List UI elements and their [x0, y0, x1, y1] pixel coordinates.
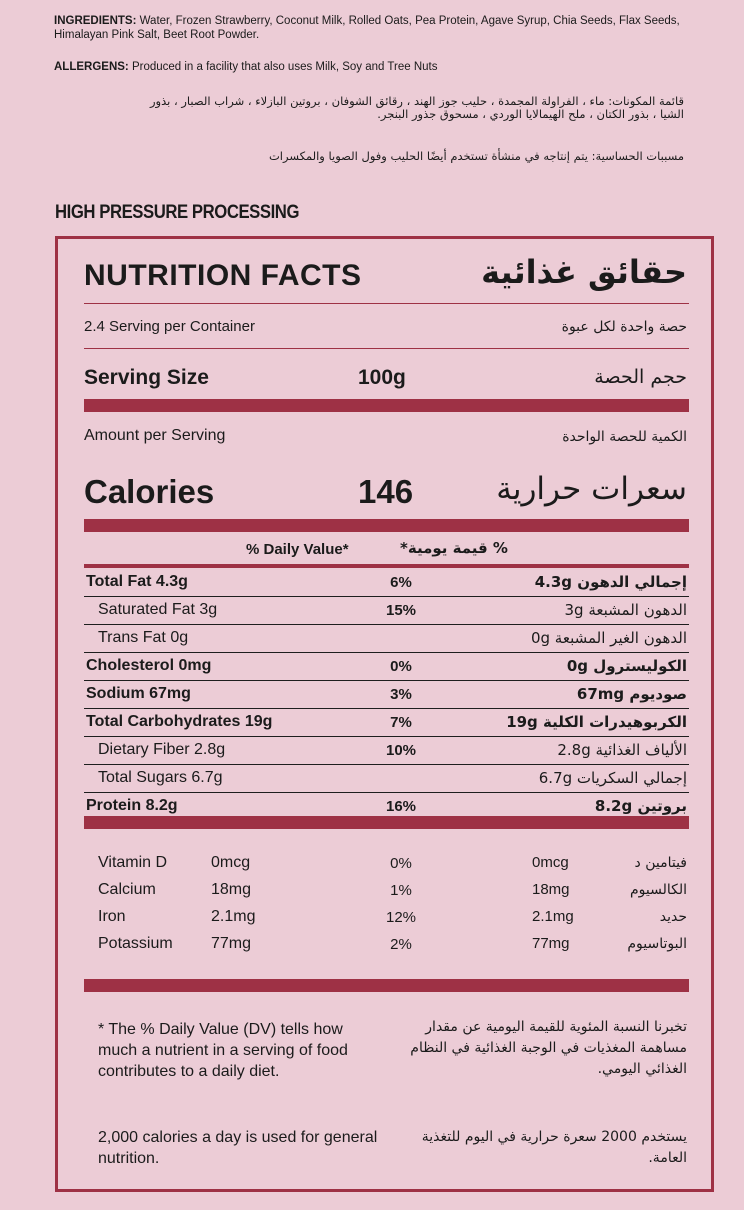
- ingredients-text: INGREDIENTS: Water, Frozen Strawberry, C…: [54, 14, 694, 42]
- row-divider: [84, 708, 689, 709]
- mineral-amount: 77mg: [211, 935, 252, 952]
- nutrient-name: Cholesterol 0mg: [86, 657, 212, 674]
- nutrient-name: Total Carbohydrates 19g: [86, 713, 273, 730]
- nutrition-facts-title: NUTRITION FACTS: [84, 259, 362, 292]
- nutrient-name: Saturated Fat 3g: [98, 601, 218, 618]
- row-divider: [84, 736, 689, 737]
- mineral-amount: 18mg: [211, 881, 252, 898]
- mineral-daily-value: 12%: [385, 909, 417, 926]
- servings-per-container: 2.4 Serving per Container: [84, 318, 255, 335]
- row-divider: [84, 596, 689, 597]
- footnote-calories: 2,000 calories a day is used for general…: [98, 1129, 378, 1167]
- mineral-name: Iron: [98, 908, 126, 925]
- row-divider: [84, 764, 689, 765]
- row-divider: [84, 652, 689, 653]
- mineral-amount-ar: 77mg: [532, 935, 570, 952]
- nutrient-name-ar: الكوليسترول 0g: [566, 657, 687, 675]
- serving-size-value: 100g: [358, 366, 406, 389]
- mineral-amount: 2.1mg: [211, 908, 256, 925]
- divider: [84, 348, 689, 349]
- amount-per-serving-ar: الكمية للحصة الواحدة: [562, 429, 687, 445]
- arabic-ingredients-text: قائمة المكونات: ماء ، الفراولة المجمدة ،…: [149, 94, 684, 121]
- mineral-amount-ar: 0mcg: [532, 854, 569, 871]
- footnote-daily-value: * The % Daily Value (DV) tells how much …: [98, 1021, 348, 1080]
- nutrient-name: Sodium 67mg: [86, 685, 191, 702]
- nutrient-daily-value: 15%: [385, 602, 417, 619]
- mineral-daily-value: 2%: [390, 936, 412, 953]
- nutrient-daily-value: 10%: [385, 742, 417, 759]
- calories-label: Calories: [84, 473, 215, 510]
- mineral-name-ar: حديد: [659, 909, 687, 925]
- nutrient-daily-value: 3%: [390, 686, 412, 703]
- arabic-allergens-text: مسببات الحساسية: يتم إنتاجه في منشأة تست…: [268, 149, 684, 163]
- thick-divider: [84, 979, 689, 992]
- serving-size-label: Serving Size: [84, 366, 209, 389]
- mineral-name: Calcium: [98, 881, 156, 898]
- nutrient-name: Total Fat 4.3g: [86, 573, 188, 590]
- processing-heading: HIGH PRESSURE PROCESSING: [55, 202, 300, 223]
- allergens-list: Produced in a facility that also uses Mi…: [131, 61, 438, 73]
- calories-ar: سعرات حرارية: [496, 471, 687, 507]
- nutrient-name-ar: الألياف الغذائية 2.8g: [557, 741, 687, 759]
- nutrition-facts-title-ar: حقائق غذائية: [481, 253, 687, 291]
- ingredients-label: INGREDIENTS:: [54, 15, 137, 27]
- nutrient-name-ar: الكربوهيدرات الكلية 19g: [506, 713, 687, 731]
- mineral-name-ar: فيتامين د: [634, 855, 687, 871]
- footnote-daily-value-ar: تخبرنا النسبة المئوية للقيمة اليومية عن …: [410, 1019, 687, 1077]
- ingredients-list: Water, Frozen Strawberry, Coconut Milk, …: [54, 15, 680, 41]
- nutrient-name: Total Sugars 6.7g: [98, 769, 223, 786]
- mineral-name: Vitamin D: [98, 854, 168, 871]
- mineral-daily-value: 1%: [390, 882, 412, 899]
- mineral-amount-ar: 18mg: [532, 881, 570, 898]
- nutrient-name-ar: الدهون الغير المشبعة 0g: [530, 629, 687, 647]
- nutrient-name-ar: إجمالي السكريات 6.7g: [538, 769, 687, 787]
- nutrient-name-ar: إجمالي الدهون 4.3g: [534, 573, 687, 591]
- thick-divider: [84, 519, 689, 532]
- nutrient-daily-value: 16%: [385, 798, 417, 815]
- servings-per-container-ar: حصة واحدة لكل عبوة: [561, 319, 687, 335]
- allergens-label: ALLERGENS:: [54, 61, 129, 73]
- footnote-calories-ar: يستخدم 2000 سعرة حرارية في اليوم للتغذية…: [421, 1129, 687, 1166]
- amount-per-serving: Amount per Serving: [84, 427, 226, 444]
- row-divider: [84, 792, 689, 793]
- nutrient-name: Protein 8.2g: [86, 797, 178, 814]
- nutrient-daily-value: 7%: [390, 714, 412, 731]
- allergens-text: ALLERGENS: Produced in a facility that a…: [54, 61, 438, 73]
- serving-size-ar: حجم الحصة: [594, 366, 687, 388]
- nutrient-name-ar: بروتين 8.2g: [594, 797, 687, 815]
- divider: [84, 564, 689, 568]
- row-divider: [84, 624, 689, 625]
- mineral-name-ar: البوتاسيوم: [627, 936, 687, 952]
- calories-value: 146: [358, 473, 414, 510]
- daily-value-header: % Daily Value*: [246, 541, 349, 558]
- thick-divider: [84, 399, 689, 412]
- nutrient-name: Dietary Fiber 2.8g: [98, 741, 226, 758]
- thick-divider: [84, 816, 689, 829]
- divider: [84, 303, 689, 304]
- daily-value-header-ar: % قيمة يومية*: [400, 539, 508, 557]
- row-divider: [84, 680, 689, 681]
- mineral-daily-value: 0%: [390, 855, 412, 872]
- nutrient-daily-value: 0%: [390, 658, 412, 675]
- nutrient-name-ar: صوديوم 67mg: [576, 685, 687, 703]
- mineral-name-ar: الكالسيوم: [629, 882, 687, 898]
- nutrient-name-ar: الدهون المشبعة 3g: [564, 601, 688, 619]
- mineral-name: Potassium: [98, 935, 173, 952]
- nutrient-name: Trans Fat 0g: [98, 629, 189, 646]
- nutrient-daily-value: 6%: [390, 574, 412, 591]
- nutrition-facts-panel: NUTRITION FACTS حقائق غذائية 2.4 Serving…: [55, 236, 714, 1192]
- mineral-amount: 0mcg: [211, 854, 251, 871]
- mineral-amount-ar: 2.1mg: [532, 908, 574, 925]
